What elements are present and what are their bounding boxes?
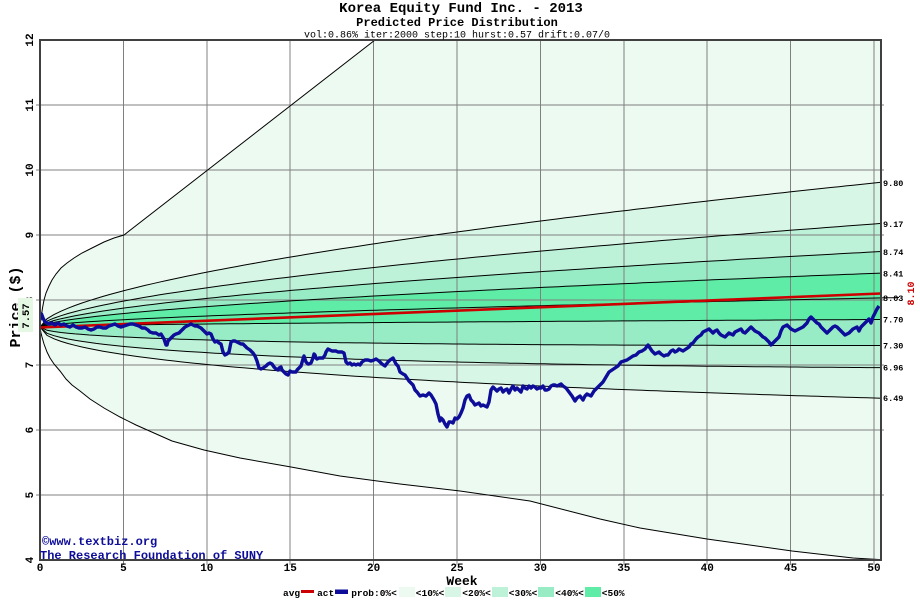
svg-text:35: 35 — [617, 563, 631, 575]
svg-text:act: act — [317, 588, 334, 599]
svg-text:12: 12 — [25, 33, 37, 46]
svg-text:Predicted Price Distribution: Predicted Price Distribution — [356, 16, 558, 30]
svg-text:11: 11 — [25, 98, 37, 112]
svg-text:6.96: 6.96 — [883, 364, 903, 374]
svg-text:prob:0%<: prob:0%< — [351, 588, 397, 599]
svg-text:45: 45 — [784, 563, 798, 575]
svg-text:8.41: 8.41 — [883, 269, 903, 279]
svg-text:<10%<: <10%< — [416, 588, 445, 599]
svg-text:Korea Equity Fund Inc. - 2013: Korea Equity Fund Inc. - 2013 — [339, 1, 583, 17]
svg-text:30: 30 — [534, 563, 547, 575]
svg-text:<50%: <50% — [602, 588, 625, 599]
svg-text:40: 40 — [701, 563, 714, 575]
svg-text:9: 9 — [25, 232, 37, 239]
svg-text:8.74: 8.74 — [883, 248, 903, 258]
svg-text:5: 5 — [25, 491, 37, 498]
svg-text:5: 5 — [120, 563, 127, 575]
svg-text:7: 7 — [25, 362, 37, 369]
svg-text:<40%<: <40%< — [555, 588, 584, 599]
svg-text:25: 25 — [450, 563, 464, 575]
svg-text:10: 10 — [200, 563, 213, 575]
svg-text:9.17: 9.17 — [883, 220, 903, 230]
svg-text:avg: avg — [283, 588, 300, 599]
svg-text:<20%<: <20%< — [462, 588, 491, 599]
svg-text:<30%<: <30%< — [509, 588, 538, 599]
svg-text:8.10: 8.10 — [907, 281, 918, 305]
svg-text:7.70: 7.70 — [883, 316, 903, 326]
svg-text:The Research Foundation of SUN: The Research Foundation of SUNY — [40, 549, 264, 563]
svg-text:20: 20 — [367, 563, 380, 575]
svg-text:4: 4 — [25, 556, 37, 563]
svg-text:7.30: 7.30 — [883, 342, 903, 352]
svg-text:Week: Week — [446, 574, 477, 589]
svg-text:6: 6 — [25, 427, 37, 434]
svg-text:9.80: 9.80 — [883, 179, 903, 189]
svg-text:7.57: 7.57 — [21, 303, 33, 328]
svg-text:10: 10 — [25, 163, 37, 176]
svg-text:6.49: 6.49 — [883, 394, 903, 404]
svg-text:8.03: 8.03 — [883, 294, 903, 304]
svg-text:15: 15 — [284, 563, 298, 575]
svg-text:0: 0 — [37, 563, 44, 575]
svg-text:vol:0.86% iter:2000 step:10 hu: vol:0.86% iter:2000 step:10 hurst:0.57 d… — [304, 30, 610, 42]
svg-text:©www.textbiz.org: ©www.textbiz.org — [42, 535, 157, 549]
svg-text:50: 50 — [867, 563, 880, 575]
